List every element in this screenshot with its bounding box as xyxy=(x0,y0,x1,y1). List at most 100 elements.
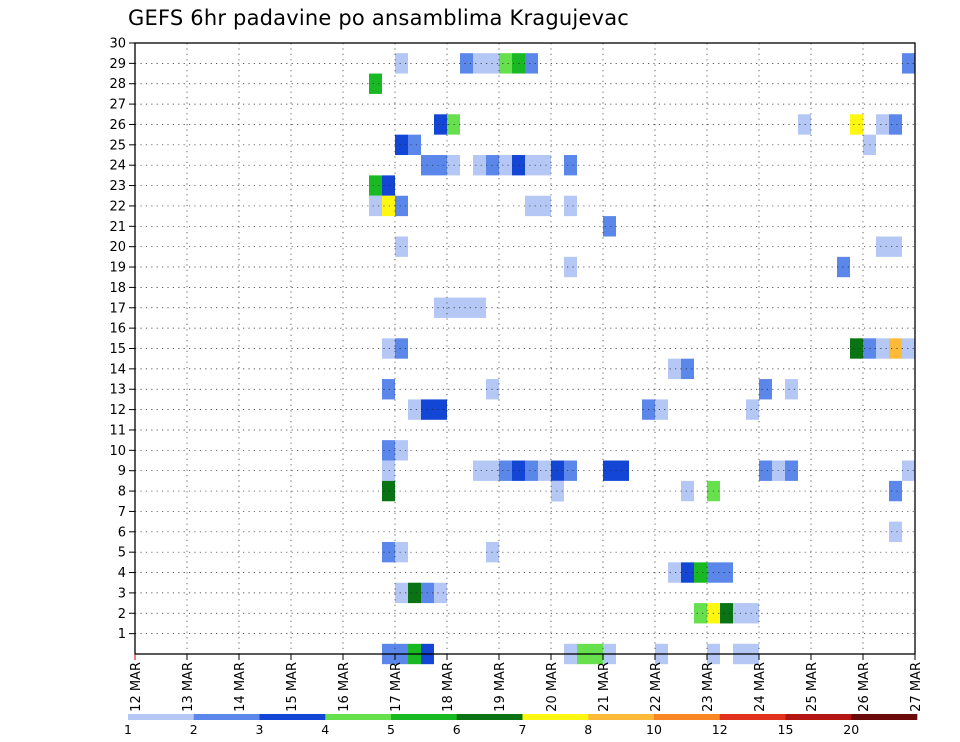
y-tick-label: 26 xyxy=(109,118,126,133)
x-tick-label: 21 MAR xyxy=(597,662,612,712)
colorbar-legend: 1 2 3 4 5 6 7 8 10 12 15 20 xyxy=(124,714,918,737)
heatmap-cell xyxy=(603,216,616,237)
colorbar-label: 12 xyxy=(712,722,728,737)
heatmap-cell xyxy=(434,155,447,176)
heatmap-cell xyxy=(564,195,577,217)
heatmap-cell xyxy=(733,603,746,624)
grid-layer xyxy=(135,43,915,654)
heatmap-cell xyxy=(668,562,681,583)
heatmap-cell xyxy=(798,114,811,135)
colorbar-swatch xyxy=(456,714,523,720)
y-tick-label: 25 xyxy=(109,138,126,153)
heatmap-cell xyxy=(551,460,564,481)
heatmap-cell xyxy=(447,297,460,318)
y-tick-label: 17 xyxy=(109,301,126,316)
x-tick-label: 24 MAR xyxy=(753,662,768,712)
x-tick-label: 17 MAR xyxy=(389,662,404,712)
colorbar-label: 6 xyxy=(453,722,461,737)
heatmap-cell xyxy=(538,195,551,217)
heatmap-cell xyxy=(369,73,382,94)
x-tick-label: 15 MAR xyxy=(285,662,300,712)
heatmap-cell xyxy=(603,460,616,481)
x-tick-label: 23 MAR xyxy=(701,662,716,712)
heatmap-cell xyxy=(382,440,395,461)
colorbar-label: 8 xyxy=(584,722,592,737)
heatmap-cell xyxy=(876,236,889,257)
y-tick-label: 13 xyxy=(109,383,126,398)
heatmap-cell xyxy=(395,236,408,257)
y-tick-label: 29 xyxy=(109,57,126,72)
heatmap-cell xyxy=(395,582,408,604)
y-tick-label: 8 xyxy=(118,485,126,500)
y-tick-label: 27 xyxy=(109,98,126,113)
heatmap-cell xyxy=(473,155,486,176)
heatmap-cell xyxy=(525,53,538,74)
heatmap-cell xyxy=(408,134,421,156)
x-tick-label: 14 MAR xyxy=(233,662,248,712)
heatmap-cell xyxy=(395,53,408,74)
colorbar-swatch xyxy=(391,714,458,720)
heatmap-cell xyxy=(759,460,772,481)
heatmap-cell xyxy=(525,195,538,217)
y-tick-label: 28 xyxy=(109,77,126,92)
heatmap-cell xyxy=(681,562,694,583)
heatmap-cell xyxy=(746,399,759,420)
heatmap-cell xyxy=(850,338,863,359)
colorbar-swatch xyxy=(719,714,786,720)
heatmap-cell xyxy=(902,338,915,359)
heatmap-cell xyxy=(473,297,486,318)
heatmap-cell xyxy=(902,460,915,481)
heatmap-cell xyxy=(876,114,889,135)
heatmap-cell xyxy=(564,460,577,481)
heatmap-cell xyxy=(473,460,486,481)
heatmap-cell xyxy=(551,480,564,502)
y-tick-label: 5 xyxy=(118,546,126,561)
heatmap-cell xyxy=(889,521,902,542)
y-tick-label: 2 xyxy=(118,607,126,622)
colorbar-label: 20 xyxy=(843,722,859,737)
heatmap-cell xyxy=(681,480,694,502)
heatmap-cell xyxy=(395,338,408,359)
y-tick-label: 12 xyxy=(109,403,126,418)
x-tick-label: 25 MAR xyxy=(805,662,820,712)
heatmap-cell xyxy=(499,53,512,74)
heatmap-cell xyxy=(564,256,577,278)
colorbar-label: 5 xyxy=(387,722,395,737)
x-tick-label: 27 MAR xyxy=(909,662,924,712)
colorbar-swatch xyxy=(128,714,195,720)
heatmap-cell xyxy=(395,195,408,217)
heatmap-cell xyxy=(395,440,408,461)
heatmap-cell xyxy=(785,379,798,400)
heatmap-cell xyxy=(460,53,473,74)
colorbar-label: 2 xyxy=(190,722,198,737)
x-tick-label: 19 MAR xyxy=(493,662,508,712)
colorbar-label: 15 xyxy=(778,722,794,737)
heatmap-cell xyxy=(889,114,902,135)
y-tick-label: 30 xyxy=(109,37,126,52)
colorbar-swatch xyxy=(654,714,721,720)
heatmap-cell xyxy=(850,114,863,135)
y-tick-label: 3 xyxy=(118,586,126,601)
heatmap-cell xyxy=(564,155,577,176)
colorbar-label: 4 xyxy=(321,722,329,737)
heatmap-cell xyxy=(759,379,772,400)
y-tick-label: 1 xyxy=(118,627,126,642)
x-tick-label: 13 MAR xyxy=(181,662,196,712)
heatmap-cell xyxy=(876,338,889,359)
colorbar-swatch xyxy=(522,714,589,720)
y-tick-label: 16 xyxy=(109,322,126,337)
heatmap-cell xyxy=(538,155,551,176)
heatmap-cell xyxy=(447,155,460,176)
colorbar-label: 1 xyxy=(124,722,132,737)
heatmap-cell xyxy=(382,195,395,217)
y-tick-label: 22 xyxy=(109,199,126,214)
heatmap-cell xyxy=(447,114,460,135)
y-tick-label: 24 xyxy=(109,159,126,174)
y-tick-label: 21 xyxy=(109,220,126,235)
colorbar-swatch xyxy=(588,714,655,720)
heatmap-cell xyxy=(616,460,629,481)
heatmap-cell xyxy=(460,297,473,318)
heatmap-cell xyxy=(395,541,408,563)
chart-title: GEFS 6hr padavine po ansamblima Kragujev… xyxy=(128,6,630,30)
